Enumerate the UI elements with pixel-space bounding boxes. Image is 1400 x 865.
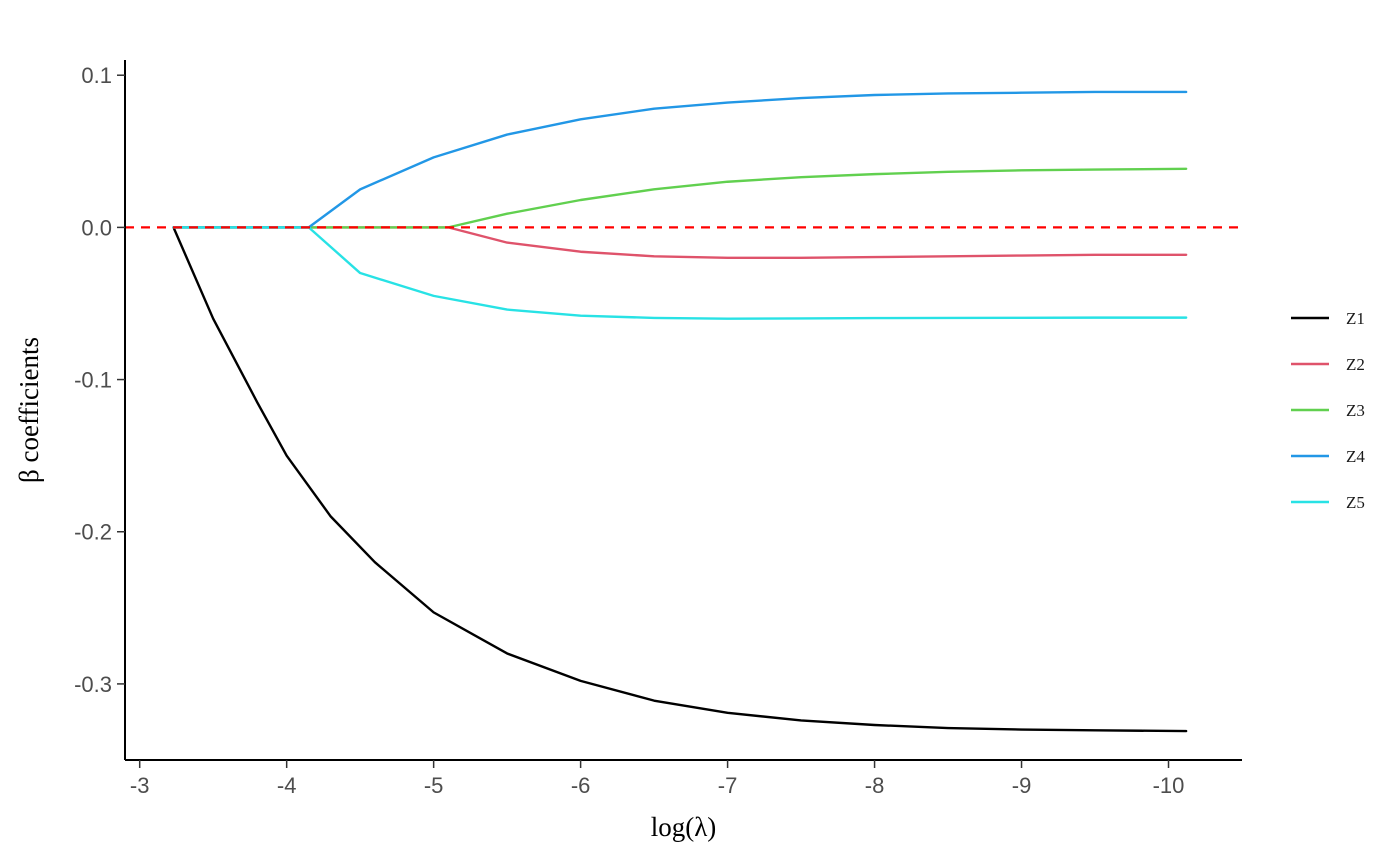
x-tick-label: -7 — [718, 773, 738, 798]
x-tick-label: -6 — [571, 773, 591, 798]
x-tick-label: -8 — [865, 773, 885, 798]
legend: Z1 Z2 Z3 Z4 Z5 — [1291, 309, 1365, 512]
plot-lines — [172, 90, 1188, 733]
x-tick-label: -4 — [277, 773, 297, 798]
x-tick-label: -9 — [1012, 773, 1032, 798]
y-tick-label: -0.3 — [74, 672, 112, 697]
series-line-z5 — [172, 226, 1188, 320]
legend-label: Z2 — [1346, 355, 1365, 374]
x-axis-ticks: -3 -4 -5 -6 -7 -8 -9 -10 — [130, 760, 1184, 798]
series-line-z3 — [172, 167, 1188, 229]
y-tick-label: -0.2 — [74, 520, 112, 545]
x-tick-label: -5 — [424, 773, 444, 798]
y-axis-ticks: 0.1 0.0 -0.1 -0.2 -0.3 — [74, 63, 125, 697]
series-line-z2 — [172, 226, 1188, 260]
x-tick-label: -10 — [1153, 773, 1185, 798]
legend-label: Z1 — [1346, 309, 1365, 328]
legend-label: Z3 — [1346, 401, 1365, 420]
y-tick-label: 0.1 — [81, 63, 112, 88]
x-axis-title: log(λ) — [651, 812, 717, 842]
series-line-z1 — [172, 226, 1188, 733]
y-axis-title: β coefficients — [14, 337, 44, 483]
legend-label: Z4 — [1346, 447, 1365, 466]
series-line-z4 — [172, 90, 1188, 229]
y-tick-label: 0.0 — [81, 215, 112, 240]
x-tick-label: -3 — [130, 773, 150, 798]
legend-label: Z5 — [1346, 493, 1365, 512]
y-tick-label: -0.1 — [74, 368, 112, 393]
